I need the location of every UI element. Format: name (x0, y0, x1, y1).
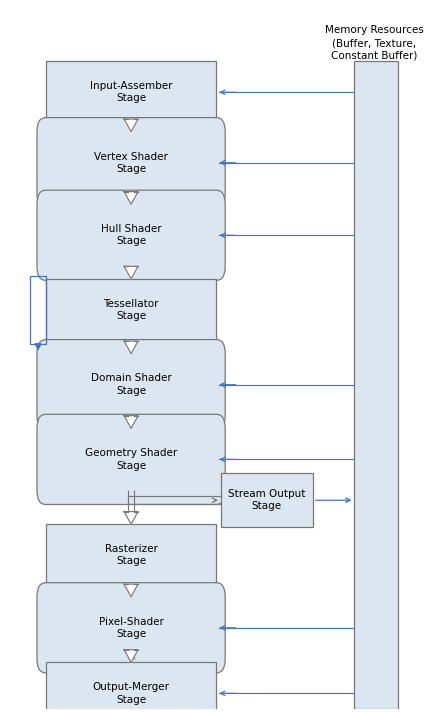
Text: Stream Output
Stage: Stream Output Stage (228, 489, 306, 511)
Polygon shape (124, 192, 138, 205)
FancyBboxPatch shape (221, 473, 313, 527)
Text: Tessellator
Stage: Tessellator Stage (103, 299, 159, 321)
Polygon shape (124, 584, 138, 597)
Text: Vertex Shader
Stage: Vertex Shader Stage (94, 152, 168, 174)
Polygon shape (124, 511, 138, 524)
Text: Pixel-Shader
Stage: Pixel-Shader Stage (99, 617, 164, 639)
FancyBboxPatch shape (354, 61, 398, 709)
Text: Hull Shader
Stage: Hull Shader Stage (101, 224, 161, 247)
Polygon shape (124, 341, 138, 354)
FancyBboxPatch shape (37, 118, 225, 207)
FancyBboxPatch shape (46, 279, 216, 341)
FancyBboxPatch shape (46, 61, 216, 123)
Text: Input-Assember
Stage: Input-Assember Stage (90, 81, 172, 103)
Polygon shape (124, 119, 138, 132)
FancyBboxPatch shape (46, 524, 216, 586)
Text: Output-Merger
Stage: Output-Merger Stage (93, 682, 169, 704)
Polygon shape (124, 266, 138, 279)
Text: Rasterizer
Stage: Rasterizer Stage (105, 544, 157, 566)
Polygon shape (124, 650, 138, 662)
Text: Geometry Shader
Stage: Geometry Shader Stage (85, 448, 177, 471)
Text: Domain Shader
Stage: Domain Shader Stage (91, 374, 171, 396)
FancyBboxPatch shape (37, 190, 225, 280)
Polygon shape (124, 416, 138, 429)
FancyBboxPatch shape (37, 339, 225, 430)
FancyBboxPatch shape (46, 662, 216, 713)
FancyBboxPatch shape (37, 583, 225, 673)
FancyBboxPatch shape (37, 414, 225, 505)
Text: Memory Resources
(Buffer, Texture,
Constant Buffer): Memory Resources (Buffer, Texture, Const… (325, 25, 423, 61)
